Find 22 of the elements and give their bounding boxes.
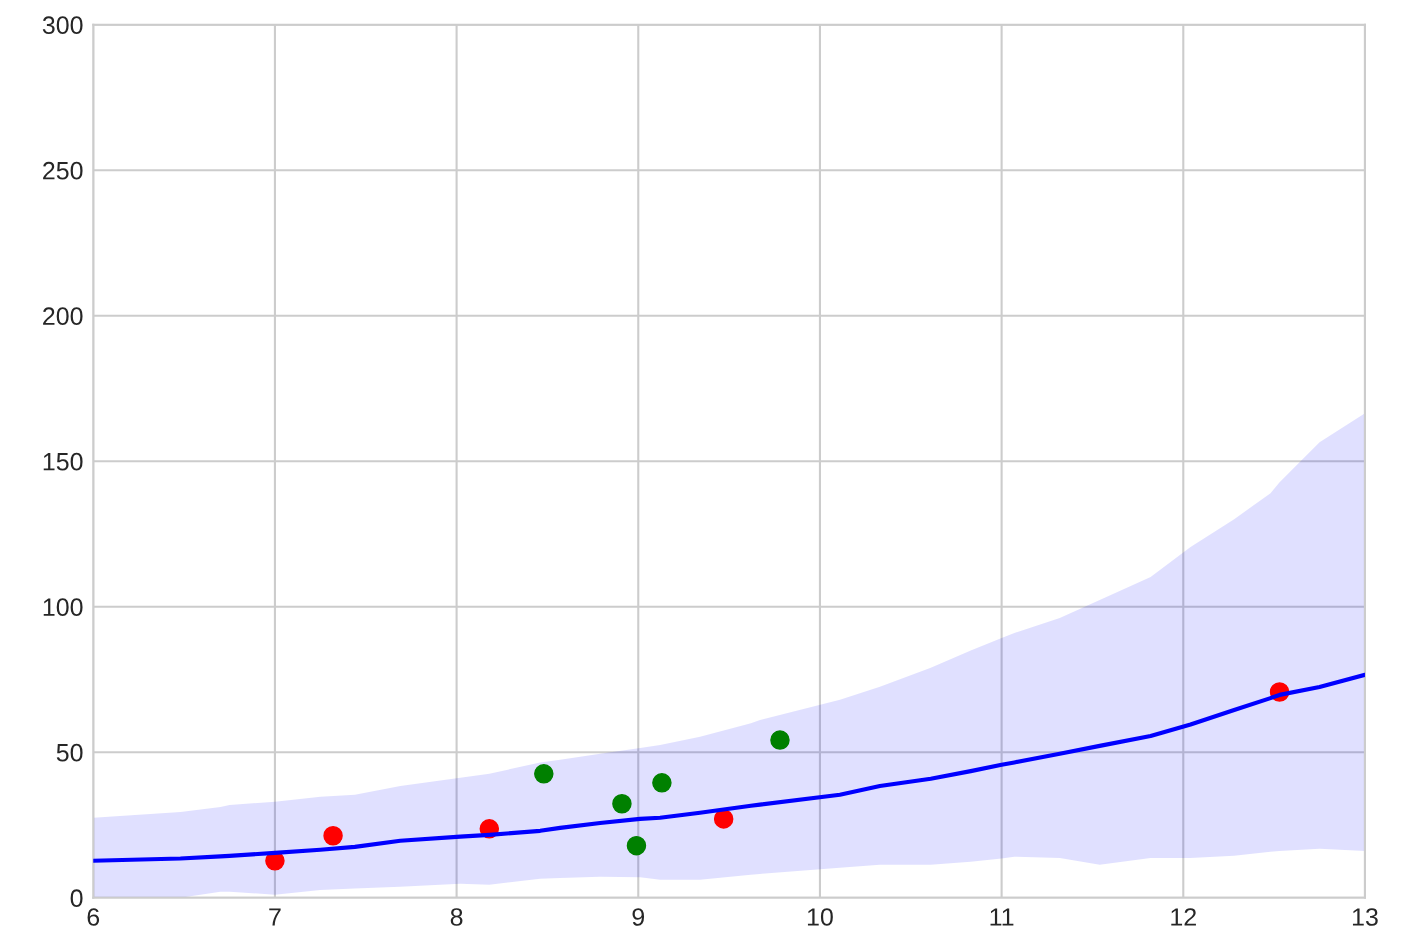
- x-tick-label: 11: [990, 908, 1014, 926]
- y-tick-label: 150: [43, 452, 83, 471]
- x-tick-label: 12: [1171, 908, 1196, 926]
- point: [323, 826, 343, 846]
- x-tick-label: 8: [450, 908, 463, 926]
- point: [713, 809, 734, 829]
- point: [626, 835, 647, 856]
- y-tick-label: 100: [43, 598, 83, 617]
- y-tick-label: 300: [42, 16, 83, 35]
- x-tick-label: 9: [632, 908, 645, 926]
- x-tick-label: 7: [269, 908, 281, 926]
- point: [770, 730, 790, 750]
- x-tick-label: 6: [87, 908, 100, 926]
- point: [534, 764, 554, 784]
- y-tick-label: 50: [56, 743, 83, 762]
- x-tick-label: 13: [1352, 908, 1378, 926]
- point: [612, 793, 632, 814]
- x-tick-label: 10: [807, 908, 833, 926]
- y-tick-label: 0: [70, 889, 83, 908]
- point: [652, 773, 672, 793]
- y-tick-label: 250: [43, 161, 83, 180]
- y-tick-label: 200: [43, 307, 83, 326]
